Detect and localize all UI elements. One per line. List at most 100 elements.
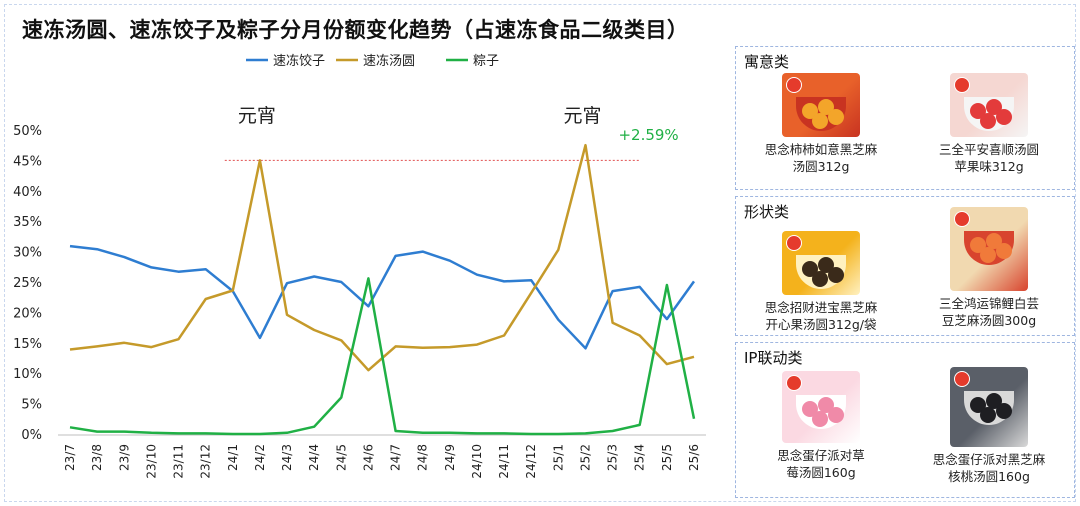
x-tick-label: 24/1 — [226, 444, 240, 471]
product-card: 思念蛋仔派对黑芝麻 核桃汤圆160g — [914, 367, 1064, 485]
series-group — [69, 143, 696, 436]
x-tick-label: 24/6 — [361, 444, 375, 471]
x-tick-label: 25/5 — [660, 444, 674, 471]
product-image — [950, 367, 1028, 447]
annotation-yuanxiao: 元宵 — [563, 105, 601, 127]
brand-logo-icon — [954, 211, 970, 227]
annotation-growth: +2.59% — [618, 126, 678, 144]
y-tick-label: 20% — [13, 306, 42, 321]
product-card: 三全平安喜顺汤圆 苹果味312g — [914, 73, 1064, 175]
x-tick-label: 25/6 — [687, 444, 701, 471]
x-tick-label: 24/8 — [416, 444, 430, 471]
x-tick-label: 24/11 — [497, 444, 511, 479]
product-name-line2: 开心果汤圆312g/袋 — [765, 317, 877, 332]
y-tick-label: 50% — [13, 124, 42, 139]
tangyuan-ball-icon — [996, 243, 1012, 259]
x-tick-label: 23/11 — [172, 444, 186, 479]
series-line — [69, 244, 696, 350]
product-name-line1: 思念蛋仔派对草 — [777, 448, 865, 463]
product-name-line1: 三全鸿运锦鲤白芸 — [938, 296, 1039, 311]
x-axis: 23/7 23/8 23/9 23/10 23/11 23/12 24/1 24/2 24/3 2… — [58, 434, 706, 479]
product-name-line2: 汤圆312g — [792, 159, 850, 174]
x-tick-label: 24/12 — [524, 444, 538, 479]
tangyuan-ball-icon — [812, 271, 828, 287]
chart-frame — [4, 4, 1076, 502]
y-tick-label: 0% — [21, 428, 42, 443]
chart-title: 速冻汤圆、速冻饺子及粽子分月份额变化趋势（占速冻食品二级类目） — [22, 18, 689, 42]
product-image — [950, 207, 1028, 291]
series-line — [69, 277, 696, 436]
product-name-line2: 苹果味312g — [954, 159, 1024, 174]
annotation-yuanxiao: 元宵 — [238, 105, 276, 127]
brand-logo-icon — [954, 371, 970, 387]
tangyuan-ball-icon — [828, 109, 844, 125]
panel-title: 寓意类 — [744, 53, 790, 71]
product-image — [950, 73, 1028, 137]
legend-label: 速冻饺子 — [273, 53, 325, 69]
tangyuan-ball-icon — [996, 109, 1012, 125]
y-tick-label: 35% — [13, 215, 42, 230]
annotations: 元宵 元宵 +2.59% — [238, 105, 679, 144]
product-name-line1: 三全平安喜顺汤圆 — [938, 142, 1039, 157]
panel-xingzhuang: 形状类 思念招财进宝黑芝麻 开心果汤圆312g/袋 三全鸿运锦鲤白芸 豆芝麻汤圆… — [735, 196, 1075, 336]
x-tick-label: 23/12 — [199, 444, 213, 479]
y-tick-label: 40% — [13, 185, 42, 200]
y-tick-label: 10% — [13, 367, 42, 382]
y-tick-label: 45% — [13, 154, 42, 169]
x-tick-label: 25/2 — [578, 444, 592, 471]
x-tick-label: 24/7 — [389, 444, 403, 471]
panel-title: IP联动类 — [744, 349, 803, 367]
x-tick-label: 24/10 — [470, 444, 484, 479]
tangyuan-ball-icon — [828, 267, 844, 283]
legend-label: 速冻汤圆 — [363, 53, 415, 69]
panel-yuyi: 寓意类 思念柿柿如意黑芝麻 汤圆312g 三全平安喜顺汤圆 苹果味312g — [735, 46, 1075, 190]
brand-logo-icon — [954, 77, 970, 93]
product-name-line1: 思念柿柿如意黑芝麻 — [764, 142, 878, 157]
product-card: 思念招财进宝黑芝麻 开心果汤圆312g/袋 — [746, 231, 896, 333]
y-tick-label: 5% — [21, 398, 42, 413]
tangyuan-ball-icon — [828, 407, 844, 423]
x-tick-label: 23/9 — [117, 444, 131, 471]
product-card: 思念蛋仔派对草 莓汤圆160g — [746, 371, 896, 481]
y-tick-label: 15% — [13, 337, 42, 352]
product-name-line2: 核桃汤圆160g — [948, 469, 1030, 484]
x-tick-label: 24/3 — [280, 444, 294, 471]
product-name-line2: 豆芝麻汤圆300g — [941, 313, 1037, 328]
panel-title: 形状类 — [744, 203, 790, 221]
x-tick-label: 23/10 — [144, 444, 158, 479]
brand-logo-icon — [786, 77, 802, 93]
x-tick-label: 24/2 — [253, 444, 267, 471]
panel-ip: IP联动类 思念蛋仔派对草 莓汤圆160g 思念蛋仔派对黑芝麻 核桃汤圆160g — [735, 342, 1075, 498]
line-chart: 速冻饺子 速冻汤圆 粽子 0% 5% 10% 15% 20% 25% 30% 35% 40% 45% 5… — [13, 53, 706, 479]
product-image — [782, 231, 860, 295]
series-line — [69, 143, 695, 372]
brand-logo-icon — [786, 375, 802, 391]
x-tick-label: 25/4 — [633, 444, 647, 471]
product-name-line2: 莓汤圆160g — [786, 465, 856, 480]
tangyuan-ball-icon — [812, 411, 828, 427]
legend: 速冻饺子 速冻汤圆 粽子 — [246, 53, 499, 69]
legend-label: 粽子 — [473, 54, 499, 69]
x-tick-label: 24/4 — [307, 444, 321, 471]
x-tick-label: 25/1 — [551, 444, 565, 471]
x-tick-label: 24/9 — [443, 444, 457, 471]
product-card: 三全鸿运锦鲤白芸 豆芝麻汤圆300g — [914, 207, 1064, 329]
y-tick-label: 30% — [13, 246, 42, 261]
tangyuan-ball-icon — [980, 113, 996, 129]
product-name-line1: 思念招财进宝黑芝麻 — [764, 300, 878, 315]
brand-logo-icon — [786, 235, 802, 251]
tangyuan-ball-icon — [980, 407, 996, 423]
tangyuan-ball-icon — [980, 247, 996, 263]
product-image — [782, 73, 860, 137]
x-tick-label: 23/7 — [63, 444, 77, 471]
product-name-line1: 思念蛋仔派对黑芝麻 — [932, 452, 1046, 467]
product-card: 思念柿柿如意黑芝麻 汤圆312g — [746, 73, 896, 175]
x-tick-label: 24/5 — [334, 444, 348, 471]
x-tick-label: 25/3 — [606, 444, 620, 471]
y-axis: 0% 5% 10% 15% 20% 25% 30% 35% 40% 45% 50% — [13, 124, 42, 443]
product-image — [782, 371, 860, 443]
tangyuan-ball-icon — [996, 403, 1012, 419]
x-tick-label: 23/8 — [90, 444, 104, 471]
tangyuan-ball-icon — [812, 113, 828, 129]
y-tick-label: 25% — [13, 276, 42, 291]
